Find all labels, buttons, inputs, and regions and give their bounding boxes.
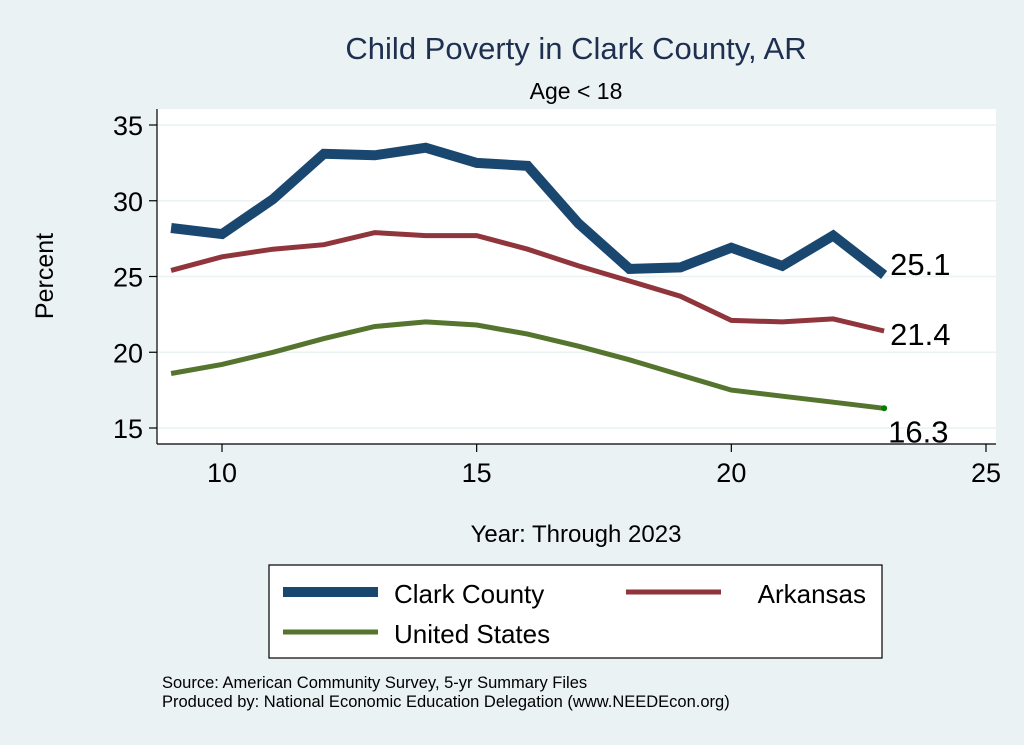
series-line-united-states xyxy=(170,319,885,411)
series-line-clark-county xyxy=(170,142,888,279)
x-axis-ticks: 10 15 20 25 xyxy=(207,444,1001,488)
x-tick-label: 10 xyxy=(207,458,237,488)
x-tick-label: 25 xyxy=(971,458,1001,488)
end-marker-united-states xyxy=(881,405,888,412)
chart-title: Child Poverty in Clark County, AR xyxy=(345,31,806,66)
y-tick-label: 25 xyxy=(113,263,143,293)
y-tick-label: 35 xyxy=(113,111,143,141)
source-note: Source: American Community Survey, 5-yr … xyxy=(162,674,587,692)
x-tick-label: 20 xyxy=(716,458,746,488)
end-label-united-states: 16.3 xyxy=(888,414,948,449)
legend-label-clark-county: Clark County xyxy=(394,579,544,609)
legend-box xyxy=(268,564,883,659)
x-axis-title: Year: Through 2023 xyxy=(471,521,682,548)
end-labels: 25.1 21.4 16.3 xyxy=(888,247,950,449)
y-tick-label: 20 xyxy=(113,338,143,368)
chart-subtitle: Age < 18 xyxy=(530,78,623,104)
gridlines xyxy=(157,124,996,429)
end-label-clark-county: 25.1 xyxy=(890,247,950,282)
x-tick-label: 15 xyxy=(462,458,492,488)
y-tick-label: 30 xyxy=(113,187,143,217)
produced-by-note: Produced by: National Economic Education… xyxy=(162,693,730,711)
y-axis-ticks: 15 20 25 30 35 xyxy=(113,111,157,444)
y-tick-label: 15 xyxy=(113,414,143,444)
series-lines xyxy=(170,142,888,412)
series-line-arkansas xyxy=(170,230,885,334)
legend: Clark County Arkansas United States xyxy=(268,564,883,659)
legend-label-arkansas: Arkansas xyxy=(758,579,866,609)
end-label-arkansas: 21.4 xyxy=(890,317,950,352)
legend-label-united-states: United States xyxy=(394,619,550,649)
y-axis-title: Percent xyxy=(31,233,59,319)
